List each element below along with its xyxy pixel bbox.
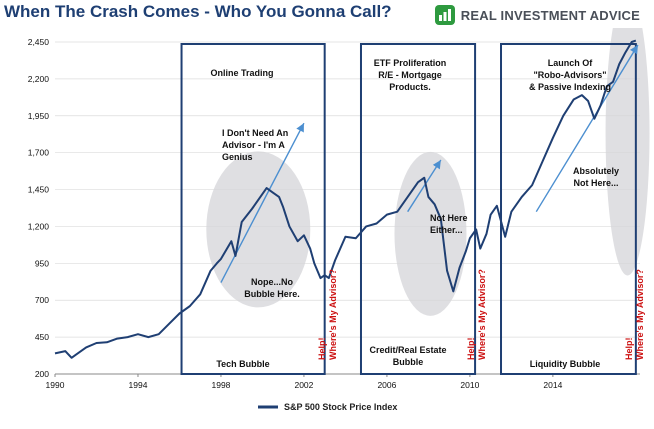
x-tick-label: 1990: [46, 380, 65, 390]
annotation-genius-line-3: Genius: [222, 152, 253, 162]
series-line: [54, 39, 637, 359]
bubble-ellipse: [605, 28, 650, 276]
y-tick-label: 450: [35, 332, 49, 342]
help-advisor-label: Where's My Advisor?: [328, 269, 338, 360]
y-tick-label: 1,950: [28, 111, 50, 121]
annotation-robo-advisors-line-2: "Robo-Advisors": [533, 70, 606, 80]
help-advisor-label: Where's My Advisor?: [635, 269, 645, 360]
chart-title: When The Crash Comes - Who You Gonna Cal…: [4, 2, 392, 21]
trend-arrow: [535, 44, 639, 213]
x-tick-label: 2010: [460, 380, 479, 390]
brand-name: REAL INVESTMENT ADVICE: [460, 7, 640, 23]
y-tick-label: 1,700: [28, 148, 50, 158]
brand: REAL INVESTMENT ADVICE: [434, 5, 640, 25]
x-tick-label: 2006: [377, 380, 396, 390]
annotation-absolutely-not-here-line-2: Not Here...: [573, 178, 618, 188]
y-tick-label: 950: [35, 258, 49, 268]
annotation-online-trading: Online Trading: [210, 68, 273, 78]
annotation-not-here-either-line-2: Either...: [430, 225, 463, 235]
legend-label: S&P 500 Stock Price Index: [284, 402, 397, 412]
bubble-ellipse: [206, 151, 311, 308]
help-label: Help!: [624, 337, 634, 360]
bar-chart-icon: [434, 5, 455, 25]
y-tick-label: 2,450: [28, 37, 50, 47]
era-box: [500, 43, 637, 375]
annotation-robo-advisors-line-3: & Passive Indexing: [529, 82, 611, 92]
trend-arrow: [407, 159, 442, 213]
annotation-tech-bubble: Tech Bubble: [216, 359, 269, 369]
help-label: Help!: [317, 337, 327, 360]
y-tick-label: 1,450: [28, 185, 50, 195]
era-box: [180, 43, 326, 375]
y-tick-label: 200: [35, 369, 49, 379]
x-tick-label: 1994: [129, 380, 148, 390]
annotation-nope-bubble-line-1: Nope...No: [251, 277, 294, 287]
x-tick-label: 1998: [211, 380, 230, 390]
y-tick-label: 700: [35, 295, 49, 305]
y-tick-label: 1,200: [28, 221, 50, 231]
help-label: Help!: [466, 337, 476, 360]
annotation-nope-bubble-line-2: Bubble Here.: [244, 289, 300, 299]
annotation-not-here-either-line-1: Not Here: [430, 213, 468, 223]
annotation-etf-proliferation-line-2: R/E - Mortgage: [378, 70, 442, 80]
x-tick-label: 2002: [294, 380, 313, 390]
era-box: [359, 43, 477, 375]
y-tick-label: 2,200: [28, 74, 50, 84]
help-advisor-label: Where's My Advisor?: [477, 269, 487, 360]
annotation-robo-advisors-line-1: Launch Of: [548, 58, 594, 68]
annotation-etf-proliferation-line-3: Products.: [389, 82, 431, 92]
annotation-absolutely-not-here-line-1: Absolutely: [573, 166, 619, 176]
annotation-credit-bubble-line-2: Bubble: [393, 357, 424, 367]
annotation-credit-bubble-line-1: Credit/Real Estate: [369, 345, 446, 355]
annotation-genius-line-2: Advisor - I'm A: [222, 140, 285, 150]
annotation-etf-proliferation-line-1: ETF Proliferation: [374, 58, 447, 68]
plot-area: 200 450 700 950 1,200 1,450 1,700 1,950 2,200 2,4…: [28, 28, 650, 412]
x-tick-label: 2014: [543, 380, 562, 390]
annotation-liquidity-bubble: Liquidity Bubble: [530, 359, 601, 369]
annotation-genius-line-1: I Don't Need An: [222, 128, 288, 138]
